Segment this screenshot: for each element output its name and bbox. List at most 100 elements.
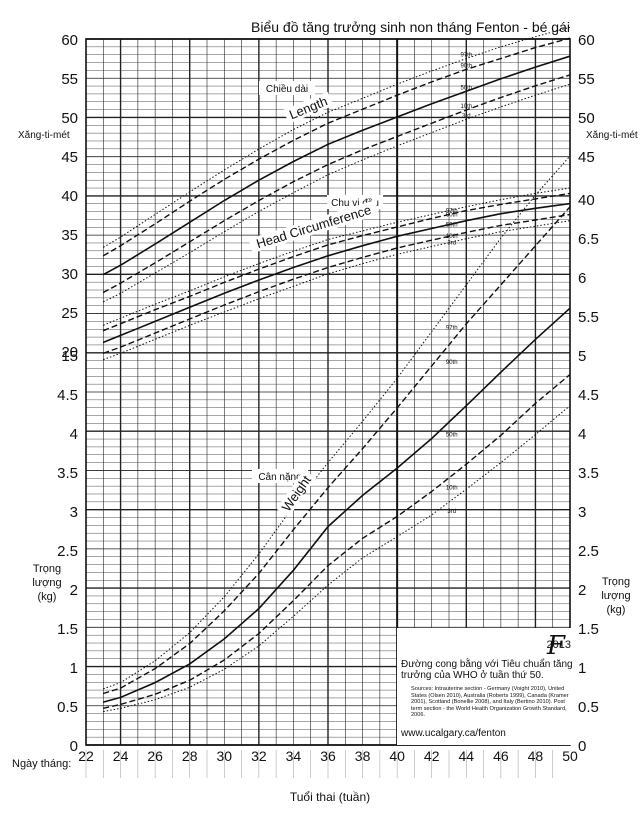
left-cm-tick: 60 xyxy=(61,32,78,49)
plot-frame xyxy=(85,38,571,746)
percentile-label: 3rd xyxy=(447,240,456,246)
group-label-en-bg xyxy=(276,469,317,518)
percentile-label: 10th xyxy=(460,104,472,110)
right-kg-tick: 2.5 xyxy=(578,543,599,560)
left-kg-tick: 4 xyxy=(70,426,78,443)
left-cm-tick: 50 xyxy=(61,110,78,127)
left-cm-unit: Xăng-ti-mét xyxy=(18,130,70,141)
x-tick-label: 34 xyxy=(286,748,302,764)
curve-head-circumference-50th xyxy=(102,202,571,344)
right-kg-tick: 2 xyxy=(578,582,586,599)
x-tick-label: 26 xyxy=(147,748,163,764)
left-kg-tick: 0 xyxy=(70,738,78,755)
percentile-label: 50th xyxy=(460,85,472,91)
x-tick-label: 30 xyxy=(216,748,232,764)
right-kg-unit: Trọng lượng (kg) xyxy=(592,575,640,617)
left-kg-tick: 1.5 xyxy=(57,621,78,638)
left-kg-tick: 0.5 xyxy=(57,699,78,716)
right-kg-tick: 1.5 xyxy=(578,621,599,638)
curve-length-97th xyxy=(103,26,571,248)
info-panel: F 2013 Đường cong bằng với Tiêu chuẩn tă… xyxy=(397,628,573,745)
right-kg-tick: 5 xyxy=(578,348,586,365)
x-tick-label: 50 xyxy=(562,748,578,764)
left-cm-tick: 30 xyxy=(61,266,78,283)
logo-year: 2013 xyxy=(546,639,571,651)
x-tick-label: 24 xyxy=(113,748,129,764)
percentile-label: 97th xyxy=(460,53,472,59)
curve-weight-10th xyxy=(103,373,571,709)
right-kg-tick: 3.5 xyxy=(578,465,599,482)
percentile-label: 90th xyxy=(460,63,472,69)
fenton-logo: F xyxy=(546,631,565,661)
curve-length-10th xyxy=(102,74,571,294)
group-label-en-bg xyxy=(248,200,379,254)
x-tick-label: 28 xyxy=(182,748,198,764)
curve-weight-3rd xyxy=(103,405,571,712)
right-kg-tick: 6.5 xyxy=(578,231,599,248)
group-label-en-bg xyxy=(283,91,334,124)
right-kg-unit-line1: Trọng xyxy=(601,576,631,588)
right-cm-tick: 50 xyxy=(578,110,595,127)
sources-text: Sources: Intrauterine section - Germany … xyxy=(411,686,569,719)
right-cm-unit: Xăng-ti-mét xyxy=(586,130,638,141)
curve-head-circumference-97th xyxy=(103,187,571,326)
left-cm-tick: 40 xyxy=(61,188,78,205)
right-cm-tick: 60 xyxy=(578,32,595,49)
left-cm-tick: 45 xyxy=(61,149,78,166)
who-note: Đường cong bằng với Tiêu chuẩn tăng trưở… xyxy=(401,659,573,681)
x-axis-label: Tuổi thai (tuần) xyxy=(289,790,371,804)
left-kg-tick: 2.5 xyxy=(57,543,78,560)
date-row-label: Ngày tháng: xyxy=(12,758,72,770)
x-tick-label: 48 xyxy=(528,748,544,764)
percentile-label: 10th xyxy=(446,234,458,240)
chart-title: Biểu đồ tăng trưởng sinh non tháng Fento… xyxy=(251,19,570,35)
right-kg-tick: 4.5 xyxy=(578,387,599,404)
left-kg-tick: 15 xyxy=(61,348,78,365)
curve-length-50th xyxy=(102,55,571,276)
percentile-label: 90th xyxy=(446,212,458,218)
left-cm-tick: 25 xyxy=(61,305,78,322)
left-cm-tick: 35 xyxy=(61,227,78,244)
right-cm-tick: 55 xyxy=(578,71,595,88)
right-kg-tick: 40 xyxy=(578,192,595,209)
right-cm-tick: 45 xyxy=(578,149,595,166)
percentile-label: 97th xyxy=(446,326,458,332)
group-label-vi: Chiều dài xyxy=(266,83,308,95)
group-label-bg xyxy=(252,469,308,483)
right-kg-tick: 6 xyxy=(578,270,586,287)
curve-head-circumference-90th xyxy=(103,192,571,332)
left-kg-unit-line2: lượng xyxy=(32,577,62,589)
left-kg-unit-line3: (kg) xyxy=(37,591,57,603)
right-kg-tick: 3 xyxy=(578,504,586,521)
curve-length-90th xyxy=(102,37,571,257)
left-kg-tick: 3.5 xyxy=(57,465,78,482)
left-kg-tick: 2 xyxy=(70,582,78,599)
curve-head-circumference-3rd xyxy=(103,220,571,361)
left-kg-tick: 3 xyxy=(70,504,78,521)
x-tick-label: 46 xyxy=(493,748,509,764)
x-tick-label: 42 xyxy=(424,748,440,764)
left-cm-tick: 20 xyxy=(61,344,78,361)
group-label-en: Head Circumference xyxy=(254,202,372,251)
x-tick-label: 44 xyxy=(458,748,474,764)
percentile-label: 3rd xyxy=(447,509,456,515)
right-kg-tick: 0.5 xyxy=(578,699,599,716)
curve-weight-97th xyxy=(103,155,571,690)
group-label-vi: Cân nặng xyxy=(258,472,301,483)
percentile-label: 97th xyxy=(446,209,458,215)
left-kg-unit: Trọng lượng (kg) xyxy=(22,562,72,604)
curve-weight-50th xyxy=(103,307,571,703)
left-kg-tick: 1 xyxy=(70,660,78,677)
left-kg-tick: 4.5 xyxy=(57,387,78,404)
group-label-bg xyxy=(259,81,315,95)
percentile-label: 50th xyxy=(446,223,458,229)
right-kg-tick: 0 xyxy=(578,738,586,755)
x-tick-label: 36 xyxy=(320,748,336,764)
x-tick-label: 22 xyxy=(78,748,94,764)
x-tick-label: 40 xyxy=(389,748,405,764)
right-kg-tick: 1 xyxy=(578,660,586,677)
x-tick-label: 38 xyxy=(355,748,371,764)
left-cm-tick: 55 xyxy=(61,71,78,88)
right-kg-unit-line2: lượng xyxy=(601,590,631,602)
